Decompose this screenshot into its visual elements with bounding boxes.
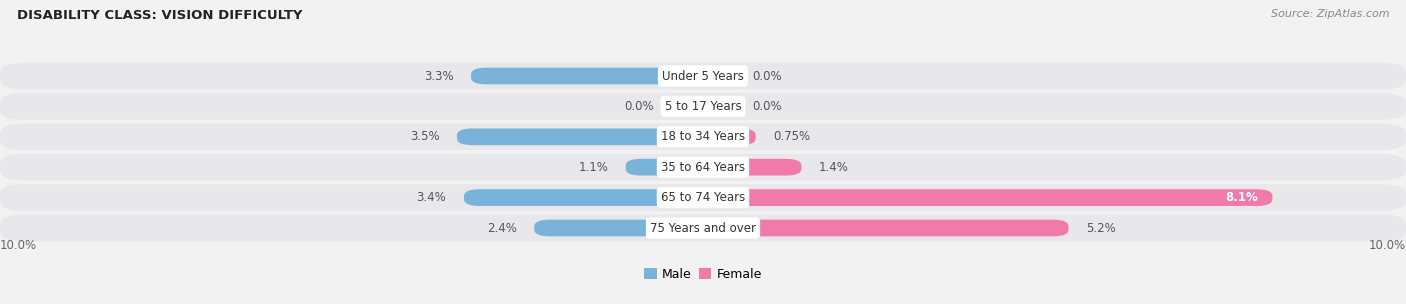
Text: Source: ZipAtlas.com: Source: ZipAtlas.com: [1271, 9, 1389, 19]
Text: 2.4%: 2.4%: [486, 222, 517, 234]
Text: 35 to 64 Years: 35 to 64 Years: [661, 161, 745, 174]
FancyBboxPatch shape: [703, 68, 731, 85]
Text: DISABILITY CLASS: VISION DIFFICULTY: DISABILITY CLASS: VISION DIFFICULTY: [17, 9, 302, 22]
Text: 3.3%: 3.3%: [423, 70, 454, 82]
FancyBboxPatch shape: [703, 189, 1272, 206]
FancyBboxPatch shape: [675, 98, 703, 115]
FancyBboxPatch shape: [0, 215, 1406, 241]
FancyBboxPatch shape: [703, 159, 801, 176]
FancyBboxPatch shape: [457, 128, 703, 145]
Text: 0.0%: 0.0%: [752, 70, 782, 82]
Text: 0.75%: 0.75%: [773, 130, 810, 143]
Text: 10.0%: 10.0%: [1369, 239, 1406, 252]
Text: 5 to 17 Years: 5 to 17 Years: [665, 100, 741, 113]
FancyBboxPatch shape: [534, 219, 703, 237]
FancyBboxPatch shape: [464, 189, 703, 206]
FancyBboxPatch shape: [0, 93, 1406, 120]
Text: 3.4%: 3.4%: [416, 191, 447, 204]
FancyBboxPatch shape: [703, 219, 1069, 237]
FancyBboxPatch shape: [471, 68, 703, 85]
Legend: Male, Female: Male, Female: [640, 263, 766, 286]
Text: 10.0%: 10.0%: [0, 239, 37, 252]
Text: 1.4%: 1.4%: [818, 161, 849, 174]
Text: 1.1%: 1.1%: [578, 161, 609, 174]
Text: 75 Years and over: 75 Years and over: [650, 222, 756, 234]
Text: 5.2%: 5.2%: [1087, 222, 1116, 234]
FancyBboxPatch shape: [0, 63, 1406, 89]
Text: 8.1%: 8.1%: [1226, 191, 1258, 204]
FancyBboxPatch shape: [626, 159, 703, 176]
FancyBboxPatch shape: [0, 154, 1406, 181]
Text: 0.0%: 0.0%: [752, 100, 782, 113]
Text: Under 5 Years: Under 5 Years: [662, 70, 744, 82]
FancyBboxPatch shape: [703, 128, 756, 145]
Text: 65 to 74 Years: 65 to 74 Years: [661, 191, 745, 204]
FancyBboxPatch shape: [0, 184, 1406, 211]
FancyBboxPatch shape: [0, 123, 1406, 150]
Text: 3.5%: 3.5%: [409, 130, 439, 143]
Text: 18 to 34 Years: 18 to 34 Years: [661, 130, 745, 143]
Text: 0.0%: 0.0%: [624, 100, 654, 113]
FancyBboxPatch shape: [703, 98, 731, 115]
